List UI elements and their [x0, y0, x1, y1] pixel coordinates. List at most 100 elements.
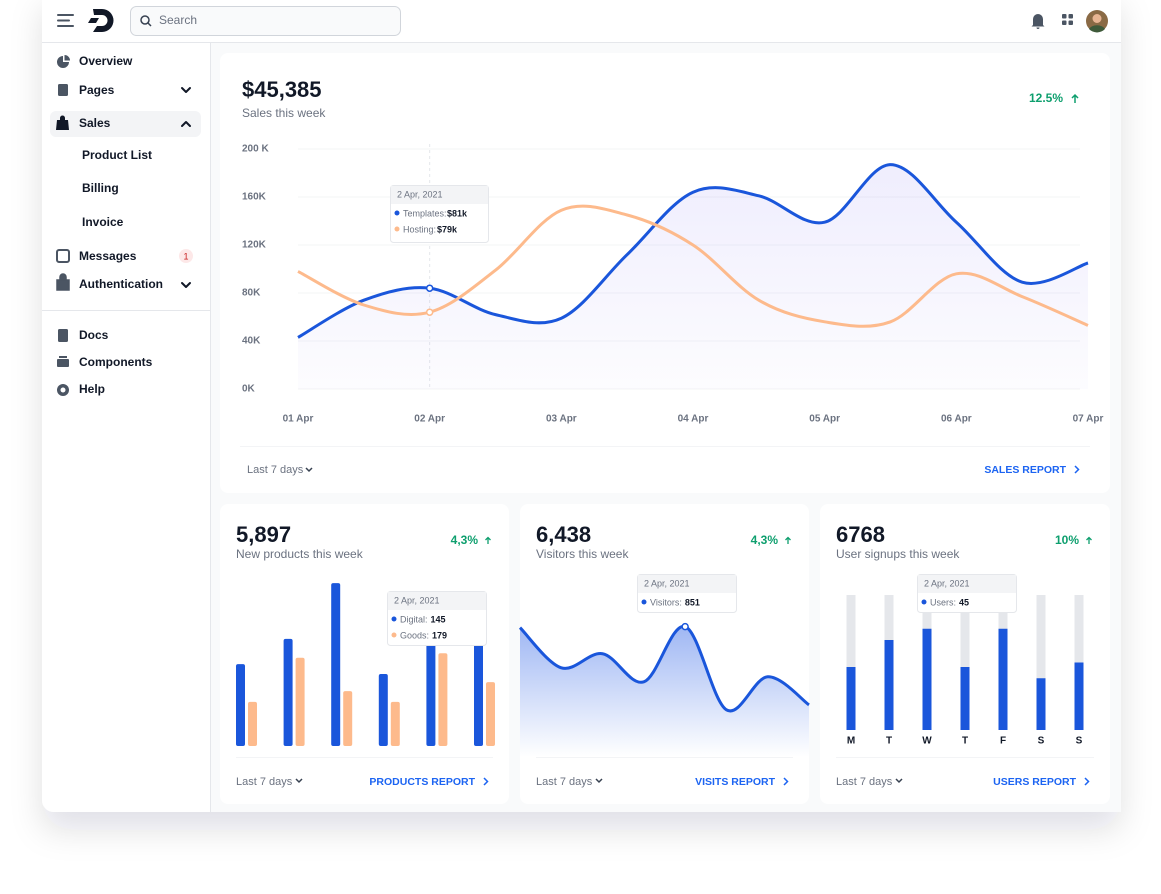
- bar: [1074, 662, 1084, 730]
- up-arrow: [1086, 536, 1092, 544]
- nav-item[interactable]: Docs: [79, 328, 109, 342]
- bar: [486, 682, 495, 746]
- nav-item[interactable]: Help: [79, 382, 105, 396]
- search-box[interactable]: [130, 6, 401, 36]
- card-subtitle: New products this week: [236, 547, 364, 561]
- tooltip-value: $81k: [447, 208, 468, 218]
- period-select[interactable]: Last 7 days: [536, 776, 593, 788]
- card-value: 6,438: [536, 522, 591, 547]
- tooltip-title: 2 Apr, 2021: [644, 578, 690, 588]
- card-change: 4,3%: [751, 533, 779, 547]
- bar: [343, 691, 353, 746]
- tooltip-swatch: [391, 632, 397, 638]
- bar: [884, 640, 894, 730]
- dropdown-chevron: [895, 778, 903, 784]
- report-link[interactable]: USERS REPORT: [993, 776, 1076, 788]
- bar: [390, 701, 400, 746]
- x-tick-label: 01 Apr: [283, 414, 314, 425]
- bar: [438, 653, 448, 746]
- search-icon: [140, 15, 150, 25]
- nav-item[interactable]: Sales: [79, 116, 111, 130]
- search-icon: [147, 22, 152, 27]
- active-nav-bg: [50, 111, 201, 137]
- user-avatar[interactable]: [1086, 10, 1108, 33]
- tooltip-value: 851: [685, 597, 700, 607]
- up-arrow: [1071, 93, 1079, 103]
- report-link[interactable]: PRODUCTS REPORT: [369, 776, 475, 788]
- hover-dot: [425, 284, 434, 292]
- x-tick-label: M: [847, 736, 855, 747]
- y-tick-label: 160K: [242, 192, 267, 203]
- report-link[interactable]: VISITS REPORT: [695, 776, 776, 788]
- bar: [1036, 678, 1046, 730]
- chevrons: [181, 87, 191, 288]
- x-tick-label: S: [1076, 736, 1083, 747]
- bar: [426, 615, 436, 746]
- tooltip-value: 145: [431, 614, 446, 624]
- tooltip-swatch: [394, 226, 400, 232]
- hover-dot: [425, 308, 434, 316]
- nav-item[interactable]: Pages: [79, 83, 115, 97]
- nav-list: Overview Pages Sales Product List Billin…: [79, 54, 193, 396]
- link-chevron: [1084, 777, 1090, 786]
- link-chevron: [783, 777, 789, 786]
- badge-count: 1: [183, 251, 188, 261]
- bar-track: [1036, 595, 1046, 730]
- card-subtitle: User signups this week: [836, 547, 960, 561]
- help-icon-center: [60, 387, 66, 393]
- tooltip-value: 45: [959, 597, 969, 607]
- card-change: 10%: [1055, 533, 1079, 547]
- nav-item[interactable]: Overview: [79, 54, 133, 68]
- bar: [922, 628, 932, 730]
- x-tick-label: S: [1038, 736, 1045, 747]
- tooltip-title: 2 Apr, 2021: [397, 189, 443, 199]
- bar: [998, 628, 1008, 730]
- period-select[interactable]: Last 7 days: [836, 776, 893, 788]
- dropdown-chevron: [295, 778, 303, 784]
- bar: [236, 664, 245, 746]
- nav-item[interactable]: Messages: [79, 249, 137, 263]
- x-tick-label: 03 Apr: [546, 414, 577, 425]
- nav-subitem[interactable]: Invoice: [82, 215, 124, 229]
- bar: [331, 583, 341, 746]
- y-tick-label: 40K: [242, 336, 261, 347]
- x-tick-label: 04 Apr: [678, 414, 709, 425]
- tooltip-label: Users:: [930, 597, 956, 607]
- tooltip-swatch: [641, 599, 647, 605]
- card-value: 5,897: [236, 522, 291, 547]
- bar-track: [846, 595, 856, 730]
- tooltip-header: [638, 575, 736, 593]
- x-tick-label: T: [962, 736, 968, 747]
- nav-subitem[interactable]: Billing: [82, 181, 119, 195]
- bar: [474, 620, 483, 746]
- bar: [295, 657, 305, 746]
- x-tick-label: W: [922, 736, 932, 747]
- menu-button[interactable]: [57, 14, 74, 27]
- tooltip-swatch: [391, 616, 397, 622]
- x-tick-label: F: [1000, 736, 1006, 747]
- link-chevron: [1074, 465, 1080, 474]
- period-select[interactable]: Last 7 days: [247, 464, 304, 476]
- x-tick-label: 07 Apr: [1073, 414, 1104, 425]
- period-select[interactable]: Last 7 days: [236, 776, 293, 788]
- nav-item[interactable]: Authentication: [79, 277, 163, 291]
- logo[interactable]: [88, 9, 114, 32]
- dropdown-chevron: [595, 778, 603, 784]
- nav-subitem[interactable]: Product List: [82, 148, 152, 162]
- apps-icon[interactable]: [1062, 14, 1073, 25]
- tooltip-header: [388, 592, 486, 610]
- notifications-icon[interactable]: [1031, 14, 1045, 29]
- bar: [378, 674, 388, 746]
- bar: [846, 667, 856, 730]
- report-link[interactable]: SALES REPORT: [984, 464, 1066, 476]
- bar: [248, 701, 257, 746]
- tooltip-title: 2 Apr, 2021: [394, 595, 440, 605]
- card-subtitle: Visitors this week: [536, 547, 629, 561]
- tooltip-value: 179: [432, 630, 447, 640]
- link-chevron: [483, 777, 489, 786]
- dropdown-chevron: [305, 467, 313, 473]
- nav-item[interactable]: Components: [79, 355, 153, 369]
